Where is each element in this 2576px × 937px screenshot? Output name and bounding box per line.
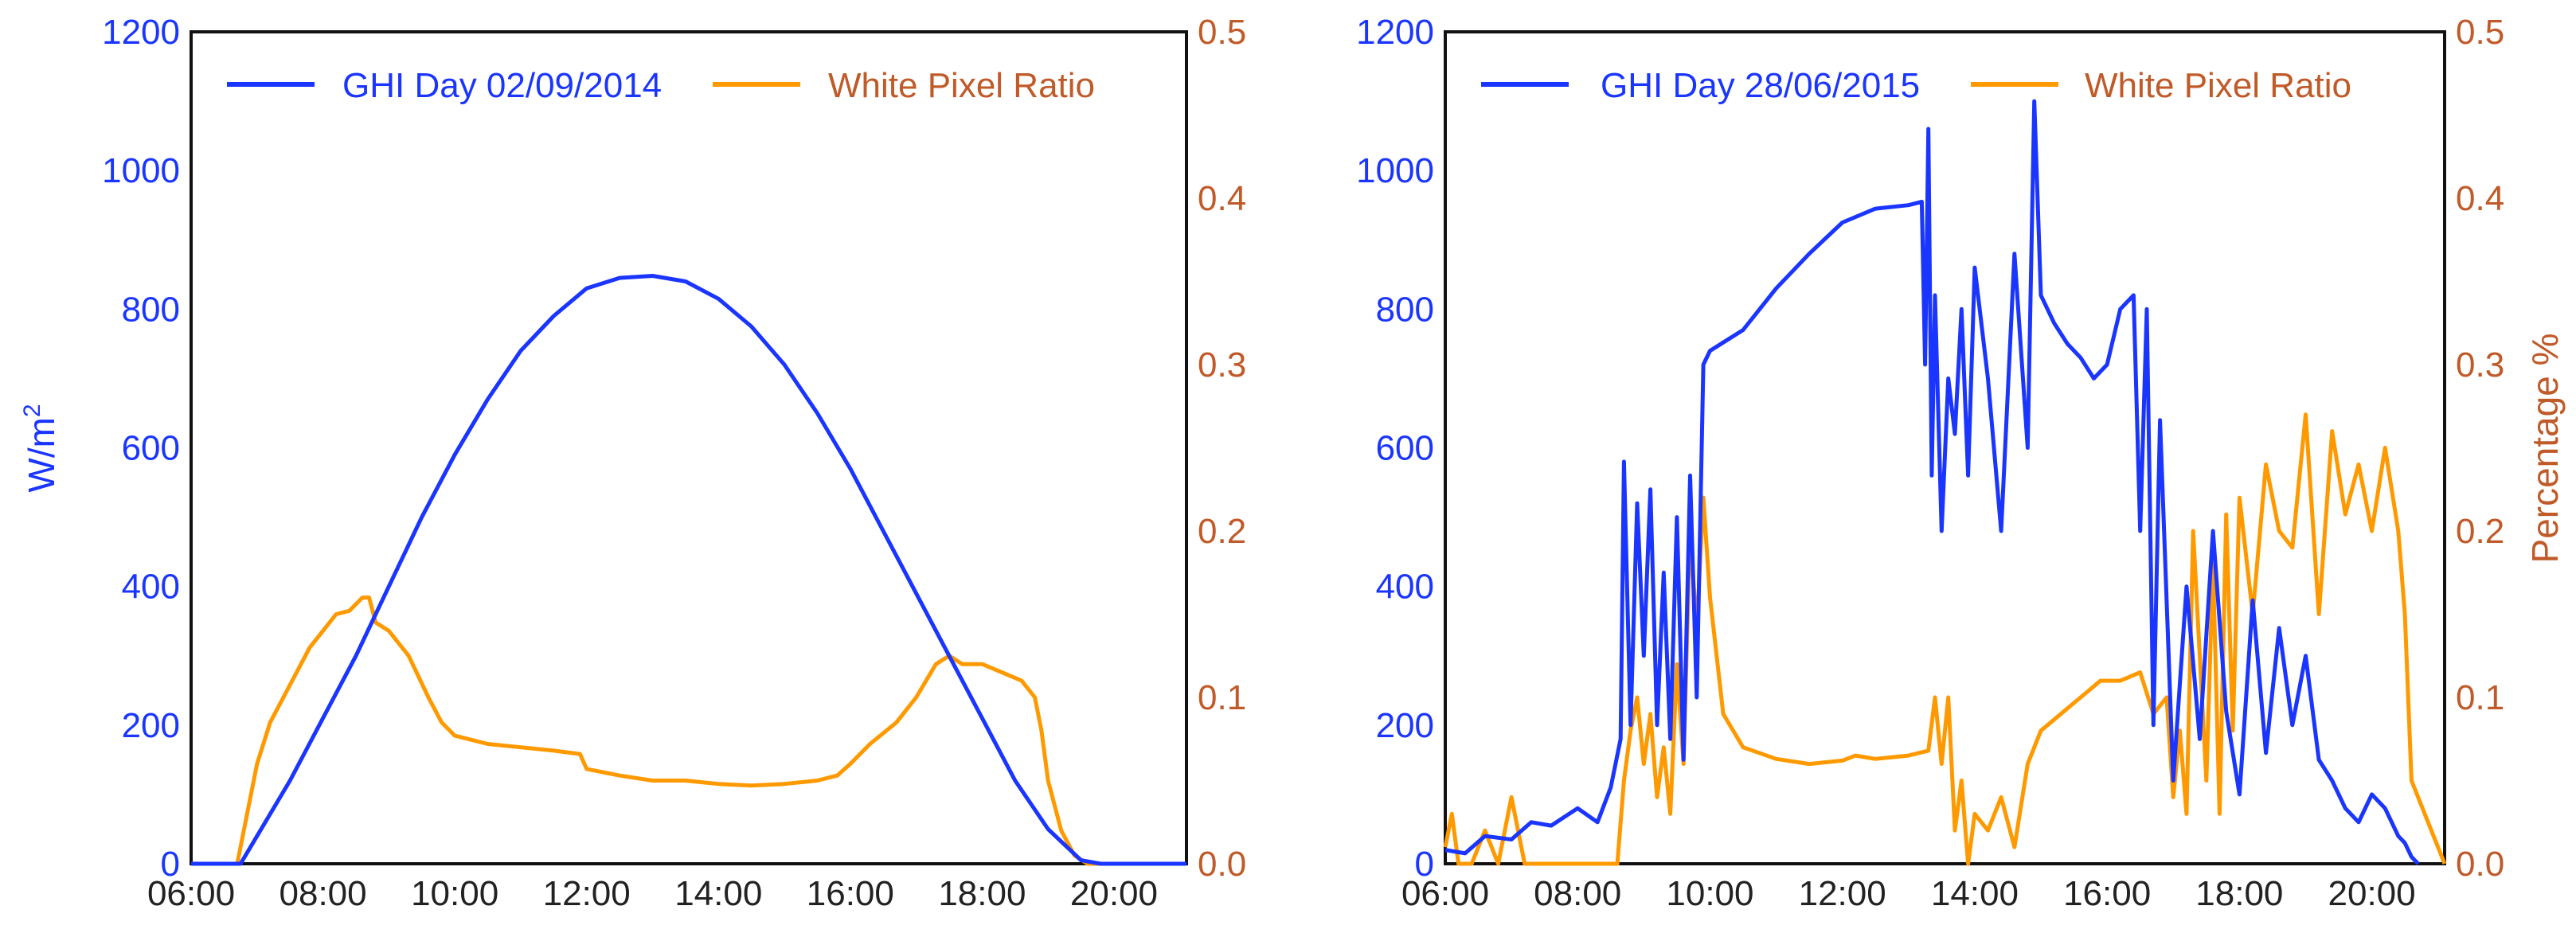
- left-x-ticks: 06:00 08:00 10:00 12:00 14:00 16:00 18:00 20:00: [147, 874, 1158, 913]
- left-x-tick: 10:00: [411, 874, 498, 913]
- left-y-left-tick: 0: [161, 845, 180, 884]
- right-ghi-line: [1444, 99, 2420, 865]
- left-y-left-tick: 600: [122, 429, 180, 468]
- right-y-left-tick: 1200: [1356, 13, 1434, 52]
- right-x-ticks: 06:00 08:00 10:00 12:00 14:00 16:00 18:00 20:00: [1401, 874, 2416, 913]
- right-legend-ghi-label: GHI Day 28/06/2015: [1601, 66, 1920, 105]
- left-y-left-tick: 1000: [102, 151, 180, 190]
- left-y-right-tick: 0.0: [1198, 845, 1246, 884]
- left-white-pixel-ratio-line: [191, 595, 1186, 866]
- left-legend-ghi-label: GHI Day 02/09/2014: [342, 66, 662, 105]
- left-x-tick: 14:00: [674, 874, 762, 913]
- left-x-tick: 20:00: [1070, 874, 1158, 913]
- right-legend: GHI Day 28/06/2015 White Pixel Ratio: [1481, 66, 2351, 105]
- left-ghi-series: [191, 274, 1186, 866]
- left-x-tick: 06:00: [147, 874, 235, 913]
- right-x-tick: 20:00: [2328, 874, 2416, 913]
- right-x-tick: 08:00: [1534, 874, 1621, 913]
- right-y-axis-label: Percentage %: [2524, 334, 2566, 564]
- left-x-tick: 08:00: [279, 874, 367, 913]
- left-y-right-ticks: 0.0 0.1 0.2 0.3 0.4 0.5: [1198, 13, 1246, 884]
- left-y-axis-label: W/m2: [19, 404, 62, 492]
- left-y-axis-label-unit: W/m: [21, 417, 62, 493]
- right-x-tick: 18:00: [2195, 874, 2283, 913]
- right-y-left-tick: 0: [1415, 845, 1434, 884]
- right-x-tick: 10:00: [1666, 874, 1753, 913]
- right-y-right-tick: 0.2: [2456, 512, 2504, 551]
- right-y-right-tick: 0.1: [2456, 678, 2504, 717]
- right-y-left-tick: 800: [1376, 290, 1434, 329]
- right-plot-frame: [1444, 30, 2446, 865]
- left-legend: GHI Day 02/09/2014 White Pixel Ratio: [227, 66, 1095, 105]
- right-y-left-tick: 600: [1376, 429, 1434, 468]
- right-y-right-ticks: 0.0 0.1 0.2 0.3 0.4 0.5: [2456, 13, 2504, 884]
- left-y-right-tick: 0.2: [1198, 512, 1246, 551]
- right-y-left-tick: 400: [1376, 568, 1434, 607]
- left-y-left-tick: 400: [122, 568, 180, 607]
- left-x-tick: 12:00: [543, 874, 631, 913]
- left-plot-frame: [190, 30, 1188, 865]
- right-y-left-ticks: 0 200 400 600 800 1000 1200: [1356, 13, 1434, 884]
- left-legend-wpr-label: White Pixel Ratio: [828, 66, 1095, 105]
- right-ghi-series: [1444, 99, 2420, 865]
- left-y-right-tick: 0.4: [1198, 179, 1246, 218]
- right-y-right-tick: 0.3: [2456, 346, 2504, 385]
- right-white-pixel-ratio-series: [1443, 412, 2447, 866]
- right-y-left-tick: 200: [1376, 706, 1434, 745]
- right-x-tick: 14:00: [1931, 874, 2019, 913]
- left-ghi-line: [191, 274, 1186, 866]
- right-y-left-tick: 1000: [1356, 151, 1434, 190]
- left-y-left-tick: 1200: [102, 13, 180, 52]
- right-y-right-tick: 0.4: [2456, 179, 2504, 218]
- left-chart-panel: 0 200 400 600 800 1000 1200 0.0 0.1 0.2 0.3 0.4 0.5…: [19, 13, 1246, 913]
- left-y-right-tick: 0.1: [1198, 678, 1246, 717]
- left-y-left-tick: 200: [122, 706, 180, 745]
- left-y-left-tick: 800: [122, 290, 180, 329]
- left-y-right-tick: 0.5: [1198, 13, 1246, 52]
- left-y-left-ticks: 0 200 400 600 800 1000 1200: [102, 13, 180, 884]
- right-chart-panel: 0 200 400 600 800 1000 1200 0.0 0.1 0.2 0.3 0.4 0.5…: [1356, 13, 2566, 913]
- right-x-tick: 12:00: [1799, 874, 1886, 913]
- left-y-right-tick: 0.3: [1198, 346, 1246, 385]
- left-x-tick: 18:00: [938, 874, 1026, 913]
- right-y-right-tick: 0.0: [2456, 845, 2504, 884]
- left-x-tick: 16:00: [807, 874, 894, 913]
- right-x-tick: 06:00: [1401, 874, 1489, 913]
- right-y-right-tick: 0.5: [2456, 13, 2504, 52]
- right-legend-wpr-label: White Pixel Ratio: [2085, 66, 2351, 105]
- left-white-pixel-ratio-series: [191, 595, 1186, 866]
- right-x-tick: 16:00: [2063, 874, 2151, 913]
- left-y-axis-label-exponent: 2: [19, 404, 45, 417]
- right-white-pixel-ratio-line: [1443, 412, 2447, 866]
